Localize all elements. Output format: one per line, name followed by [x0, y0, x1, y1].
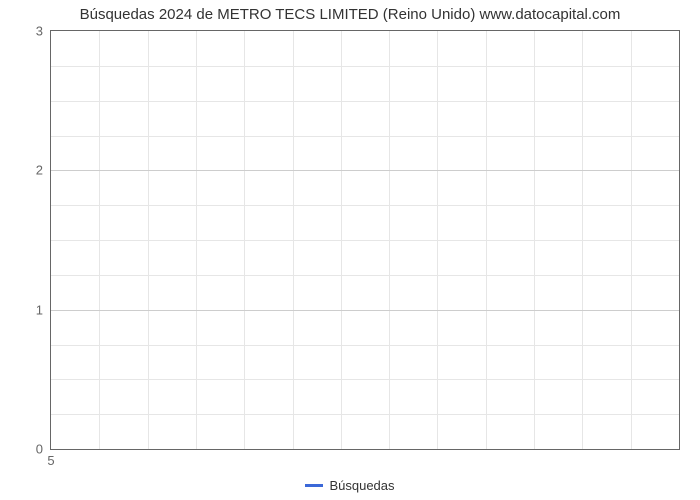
- legend-swatch: [305, 484, 323, 487]
- grid-line-horizontal-minor: [51, 240, 679, 241]
- grid-line-horizontal-minor: [51, 101, 679, 102]
- y-tick-label: 3: [36, 24, 43, 39]
- grid-line-horizontal-minor: [51, 345, 679, 346]
- plot-area: 01235: [50, 30, 680, 450]
- legend: Búsquedas: [0, 478, 700, 493]
- grid-line-horizontal-minor: [51, 66, 679, 67]
- x-tick-label: 5: [47, 453, 54, 468]
- y-tick-label: 0: [36, 442, 43, 457]
- grid-line-horizontal-minor: [51, 136, 679, 137]
- y-tick-label: 1: [36, 302, 43, 317]
- grid-line-horizontal-major: [51, 170, 679, 171]
- grid-line-horizontal-minor: [51, 275, 679, 276]
- grid-line-horizontal-major: [51, 310, 679, 311]
- chart-title: Búsquedas 2024 de METRO TECS LIMITED (Re…: [0, 6, 700, 23]
- grid-line-horizontal-minor: [51, 205, 679, 206]
- y-tick-label: 2: [36, 163, 43, 178]
- chart-container: Búsquedas 2024 de METRO TECS LIMITED (Re…: [0, 0, 700, 500]
- grid-line-horizontal-minor: [51, 414, 679, 415]
- legend-label: Búsquedas: [329, 478, 394, 493]
- grid-line-horizontal-minor: [51, 379, 679, 380]
